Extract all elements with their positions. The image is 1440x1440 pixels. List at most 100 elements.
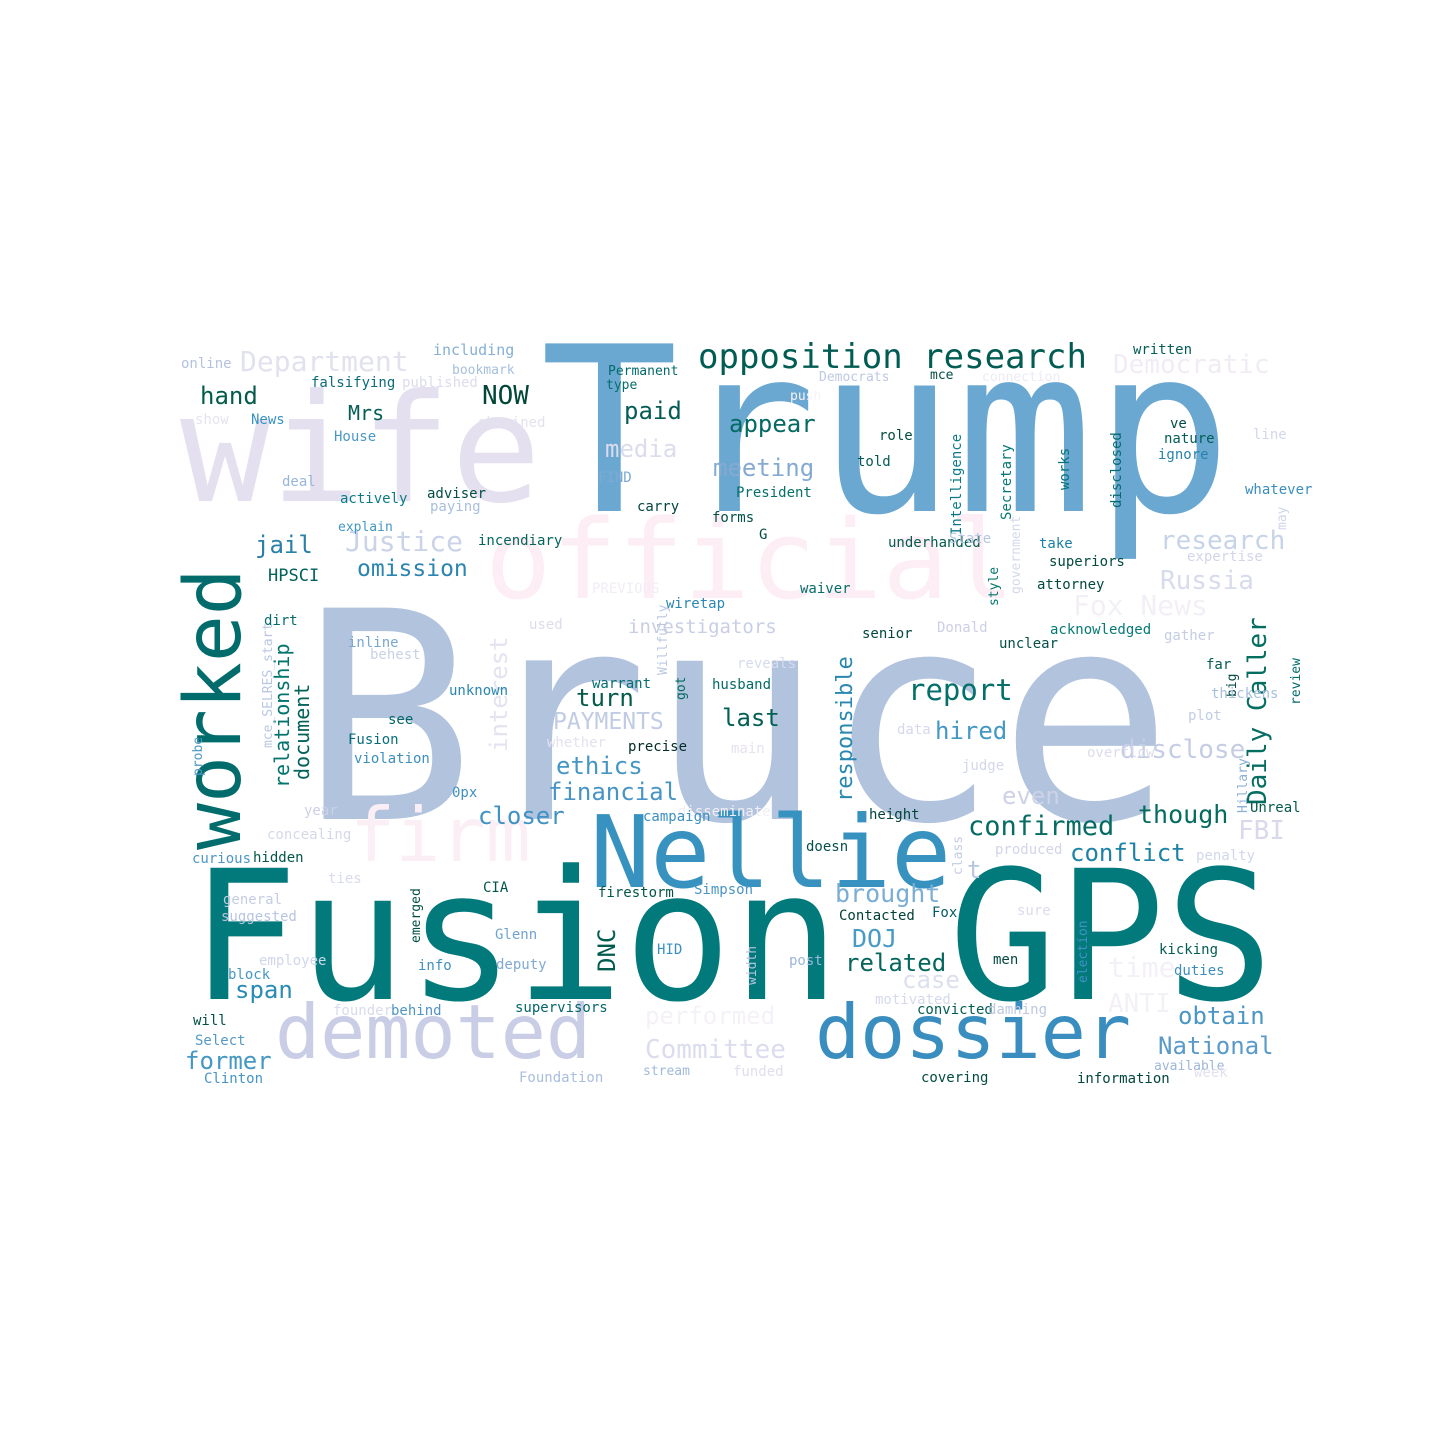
word-founder: founder — [333, 1003, 393, 1019]
word-class: class — [951, 835, 966, 875]
word-dnc: DNC — [593, 928, 621, 972]
word-fusion: Fusion — [348, 732, 399, 748]
word-funded: funded — [733, 1064, 784, 1080]
word-foundation: Foundation — [519, 1070, 604, 1086]
word-obtain: obtain — [1178, 1002, 1265, 1030]
word-government: government — [1009, 515, 1024, 594]
word-dossier: dossier — [815, 988, 1132, 1076]
word-available: available — [1154, 1059, 1225, 1074]
word-related: related — [845, 949, 947, 977]
word-0px: 0px — [452, 785, 478, 801]
word-democratic: Democratic — [1113, 350, 1270, 380]
word-main: main — [731, 741, 765, 757]
word-published: published — [402, 375, 478, 391]
word-national: National — [1158, 1032, 1274, 1060]
word-kicking: kicking — [1159, 942, 1219, 958]
word-data: data — [897, 722, 931, 738]
word-violation: violation — [354, 751, 430, 767]
word-willfully: Willfully — [656, 604, 671, 675]
word-russia: Russia — [1160, 566, 1254, 596]
word-explain: explain — [338, 520, 393, 535]
word-sure: sure — [1017, 903, 1051, 919]
word-employee: employee — [259, 953, 327, 969]
word-simpson: Simpson — [694, 882, 754, 898]
word-information: information — [1077, 1071, 1170, 1087]
word-damning: damning — [988, 1002, 1048, 1018]
word-payments: PAYMENTS — [553, 709, 664, 735]
word-acknowledged: acknowledged — [1050, 622, 1152, 638]
word-firm: firm — [350, 791, 531, 879]
word-connection: connection — [982, 370, 1061, 385]
word-now: NOW — [482, 381, 529, 411]
word-mce-selres-start: mce_SELRES_start — [261, 622, 276, 748]
word-judge: judge — [962, 758, 1005, 774]
word-fox: Fox — [932, 905, 958, 921]
word-ignore: ignore — [1158, 447, 1209, 463]
word-stream: stream — [643, 1064, 690, 1079]
word-dirt: dirt — [264, 613, 298, 629]
word-post: post — [789, 953, 823, 969]
word-hid: HID — [657, 942, 683, 958]
word-doj: DOJ — [852, 924, 898, 953]
word-far: far — [1206, 657, 1232, 673]
word-committee: Committee — [645, 1035, 786, 1065]
word-may: may — [1275, 506, 1290, 530]
word-hpsci: HPSCI — [268, 566, 320, 586]
word-online: online — [181, 356, 232, 372]
word-adviser: adviser — [427, 486, 487, 502]
word-ve: ve — [1170, 416, 1187, 432]
word-secretary: Secretary — [999, 444, 1015, 520]
word-unknown: unknown — [449, 683, 509, 699]
word-find: FIND — [598, 470, 632, 486]
word-take: take — [1039, 536, 1073, 552]
word-line: line — [1253, 427, 1287, 443]
word-case: case — [902, 966, 960, 994]
word-fbi: FBI — [1238, 816, 1285, 846]
word-department: Department — [240, 345, 409, 378]
word-waiver: waiver — [800, 581, 851, 597]
word-push: push — [790, 389, 822, 404]
word-behest: behest — [370, 647, 421, 663]
word-paid: paid — [624, 397, 682, 425]
word-opposition-research: opposition research — [698, 337, 1087, 377]
word-hand: hand — [200, 382, 258, 410]
word-meeting: meeting — [713, 454, 815, 482]
word-superiors: superiors — [1049, 554, 1125, 570]
word-last: last — [722, 704, 780, 732]
word-unclear: unclear — [999, 636, 1059, 652]
word-president: President — [736, 485, 812, 501]
word-contacted: Contacted — [839, 908, 915, 924]
word-performed: performed — [645, 1002, 776, 1030]
word-confirmed: confirmed — [968, 811, 1115, 842]
word-type: type — [606, 378, 638, 393]
word-probe: probe — [191, 736, 206, 776]
word-even: even — [1002, 782, 1060, 810]
word-house: House — [334, 429, 377, 445]
word-senior: senior — [862, 626, 913, 642]
word-deal: deal — [282, 474, 316, 490]
word-disclosed: disclosed — [1109, 432, 1125, 508]
word-gather: gather — [1164, 628, 1215, 644]
word-review: review — [1289, 658, 1304, 705]
word-disseminate: disseminate — [678, 804, 771, 820]
word-cia: CIA — [483, 880, 509, 896]
word-wiretap: wiretap — [666, 596, 726, 612]
word-omission: omission — [357, 556, 468, 582]
word-thickens: thickens — [1211, 686, 1279, 702]
word-attorney: attorney — [1037, 577, 1105, 593]
word-convicted: convicted — [917, 1002, 993, 1018]
word-inline: inline — [348, 635, 399, 651]
word-written: written — [1133, 342, 1193, 358]
word-warrant: warrant — [592, 676, 652, 692]
word-democrats: Democrats — [819, 370, 890, 385]
word-incendiary: incendiary — [478, 533, 563, 549]
word-select: Select — [195, 1033, 246, 1049]
word-duties: duties — [1174, 963, 1225, 979]
word-glenn: Glenn — [495, 927, 538, 943]
word-investigators: investigators — [628, 616, 777, 638]
word-deputy: deputy — [496, 957, 547, 973]
word-media: media — [605, 435, 678, 463]
word-bookmark: bookmark — [452, 363, 515, 378]
word-fusion-gps: Fusion GPS — [190, 833, 1274, 1042]
